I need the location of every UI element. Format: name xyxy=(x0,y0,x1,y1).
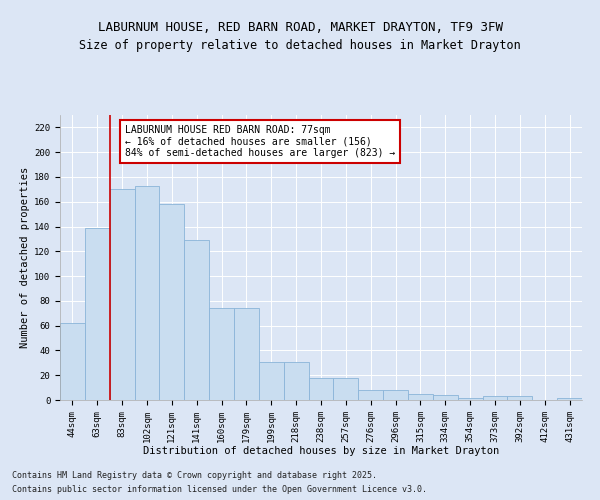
Bar xyxy=(408,394,433,400)
Bar xyxy=(85,228,110,400)
Bar xyxy=(184,240,209,400)
Y-axis label: Number of detached properties: Number of detached properties xyxy=(20,167,30,348)
Bar xyxy=(259,362,284,400)
Text: LABURNUM HOUSE, RED BARN ROAD, MARKET DRAYTON, TF9 3FW: LABURNUM HOUSE, RED BARN ROAD, MARKET DR… xyxy=(97,21,503,34)
Bar xyxy=(458,398,482,400)
Text: Size of property relative to detached houses in Market Drayton: Size of property relative to detached ho… xyxy=(79,38,521,52)
Bar xyxy=(234,308,259,400)
Bar xyxy=(482,396,508,400)
Text: LABURNUM HOUSE RED BARN ROAD: 77sqm
← 16% of detached houses are smaller (156)
8: LABURNUM HOUSE RED BARN ROAD: 77sqm ← 16… xyxy=(125,125,395,158)
Bar xyxy=(334,378,358,400)
Bar xyxy=(308,378,334,400)
Text: Contains HM Land Registry data © Crown copyright and database right 2025.: Contains HM Land Registry data © Crown c… xyxy=(12,472,377,480)
Bar xyxy=(284,362,308,400)
Bar xyxy=(110,190,134,400)
Text: Contains public sector information licensed under the Open Government Licence v3: Contains public sector information licen… xyxy=(12,486,427,494)
Bar xyxy=(134,186,160,400)
Bar xyxy=(433,395,458,400)
Bar xyxy=(160,204,184,400)
Bar xyxy=(383,390,408,400)
Bar xyxy=(358,390,383,400)
Bar xyxy=(60,323,85,400)
Bar xyxy=(209,308,234,400)
X-axis label: Distribution of detached houses by size in Market Drayton: Distribution of detached houses by size … xyxy=(143,446,499,456)
Bar xyxy=(508,396,532,400)
Bar xyxy=(557,398,582,400)
